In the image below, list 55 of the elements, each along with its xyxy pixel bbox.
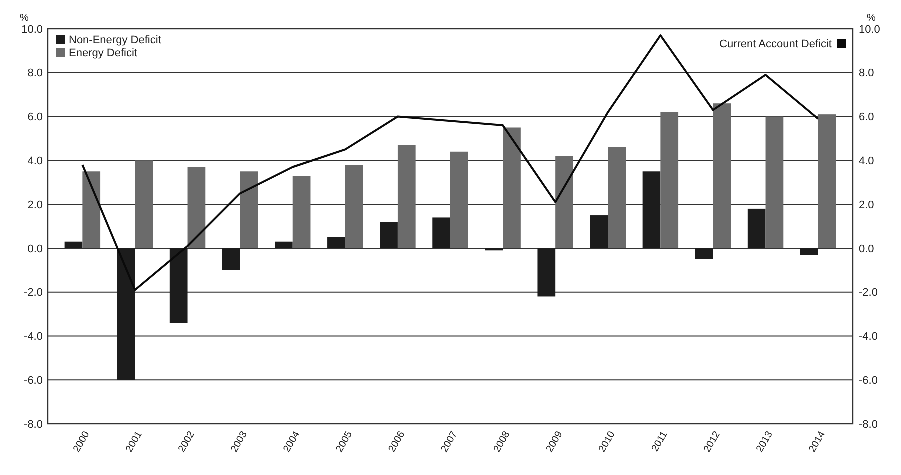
bar (766, 116, 784, 248)
bar (642, 172, 661, 248)
y-tick-label: -4.0 (24, 331, 43, 344)
bar (485, 248, 504, 251)
bar (398, 145, 416, 248)
bar (345, 165, 364, 248)
bar (222, 248, 240, 270)
y-axis-title: % (20, 13, 29, 24)
bar (538, 248, 556, 297)
y2-axis-title: % (867, 13, 876, 24)
bar (556, 156, 574, 248)
bar (117, 248, 136, 380)
y2-tick-label: 0.0 (859, 243, 874, 256)
bar (170, 248, 188, 324)
y-tick-label: 8.0 (28, 68, 43, 80)
legend-label: Non-Energy Deficit (69, 34, 162, 46)
bar (432, 218, 450, 248)
bar (713, 104, 732, 248)
text: Current Account Deficit (720, 38, 832, 50)
y2-tick-label: -4.0 (859, 331, 878, 344)
bar (503, 128, 521, 248)
bar (748, 208, 766, 248)
y2-tick-label: 8.0 (859, 68, 874, 80)
bar (274, 242, 293, 248)
y2-tick-label: -6.0 (859, 374, 878, 387)
bar (590, 216, 608, 248)
legend-label: Energy Deficit (69, 47, 138, 60)
y-tick-label: 4.0 (28, 156, 43, 168)
y-tick-label: 10.0 (22, 24, 43, 36)
y-tick-label: -8.0 (24, 418, 43, 431)
y2-tick-label: 2.0 (859, 199, 874, 212)
bar (608, 148, 626, 248)
y-tick-label: 0.0 (28, 243, 43, 256)
bar (82, 172, 101, 248)
bar (328, 237, 346, 248)
bar (380, 222, 398, 248)
bar (800, 248, 818, 256)
bar (240, 172, 258, 248)
bar (695, 248, 714, 260)
bar (450, 152, 468, 248)
y2-tick-label: -8.0 (859, 418, 878, 431)
bar (292, 176, 311, 248)
y-tick-label: -6.0 (24, 374, 43, 387)
bar (188, 167, 206, 248)
y-tick-label: 2.0 (28, 199, 43, 212)
y2-tick-label: 6.0 (859, 112, 874, 124)
bar (660, 112, 679, 248)
bar (818, 114, 836, 248)
y2-tick-label: 4.0 (859, 156, 874, 168)
bar (135, 160, 154, 248)
y-tick-label: 6.0 (28, 112, 43, 124)
y2-tick-label: -2.0 (859, 287, 878, 300)
y2-tick-label: 10.0 (859, 24, 880, 36)
y-tick-label: -2.0 (24, 287, 43, 300)
bar (64, 242, 83, 248)
